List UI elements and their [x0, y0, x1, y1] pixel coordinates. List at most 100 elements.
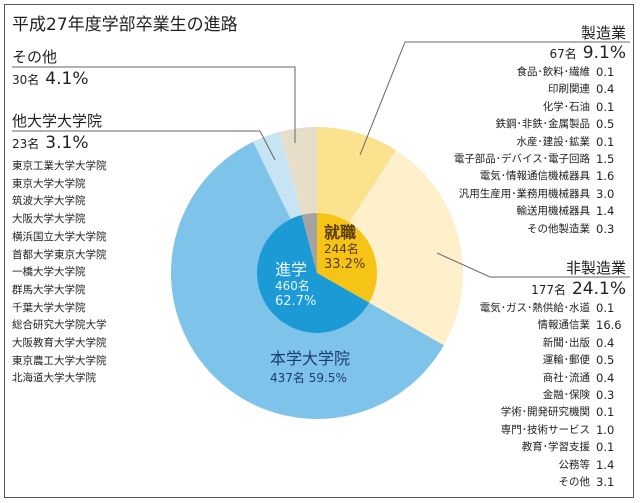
breakdown-label: 汎用生産用･業務用機械器具: [458, 187, 590, 200]
breakdown-row: 教育･学習支援 0.1: [480, 439, 626, 456]
breakdown-value: 0.5: [596, 117, 615, 132]
breakdown-label: 水産･建設･鉱業: [516, 135, 591, 148]
breakdown-label: 学術･開発研究機関: [500, 406, 590, 419]
other-label: その他: [12, 48, 58, 66]
otheruniv-pct: 3.1%: [45, 133, 89, 153]
manufacturing-count: 67名: [549, 47, 577, 61]
breakdown-row: その他製造業 0.3: [454, 221, 626, 238]
leader-line-otheruniv: [12, 130, 276, 161]
breakdown-label: 鉄鋼･非鉄･金属製品: [495, 118, 591, 131]
breakdown-value: 0.4: [596, 370, 615, 385]
otheruniv-school-list: 東京工業大学大学院 東京大学大学院 筑波大学大学院 大阪大学大学院 横浜国立大学大学院首…: [12, 158, 107, 388]
breakdown-label: その他: [558, 476, 591, 489]
school-item: 総合研究大学院大学: [12, 319, 107, 332]
shingaku-pct: 62.7%: [275, 294, 317, 309]
breakdown-label: その他製造業: [527, 222, 590, 235]
breakdown-row: その他 3.1: [480, 474, 626, 491]
breakdown-value: 1.4: [596, 457, 615, 472]
manufacturing-breakdown: 食品･飲料･繊維 0.1 印刷関連 0.4 化学･石油 0.1 鉄鋼･非鉄･金属製品 0.5 水…: [454, 64, 626, 238]
school-item: 北海道大学大学院: [12, 372, 96, 385]
breakdown-label: 商社･流通: [542, 371, 590, 384]
breakdown-row: 電子部品･デバイス･電子回路 1.5: [454, 151, 626, 168]
breakdown-value: 0.5: [596, 353, 615, 368]
breakdown-label: 食品･飲料･繊維: [516, 66, 591, 78]
breakdown-row: 新聞･出版 0.4: [480, 335, 626, 352]
breakdown-value: 0.1: [596, 134, 615, 149]
frame-border: [4, 4, 634, 498]
breakdown-label: 専門･技術サービス: [500, 423, 590, 436]
school-item: 千葉大学大学院: [12, 301, 86, 314]
shushoku-name: 就職: [324, 223, 357, 242]
shushoku-label-group: 就職 244名 33.2%: [324, 223, 366, 273]
leader-line-other: [12, 66, 296, 143]
manufacturing-stats: 67名 9.1%: [550, 43, 626, 63]
other-pct: 4.1%: [45, 69, 89, 89]
shushoku-count: 244名: [324, 242, 359, 256]
nonmanufacturing-label: 非製造業: [565, 259, 626, 277]
shingaku-count: 460名: [275, 279, 310, 293]
outer-ring: [170, 127, 463, 420]
outer-slice-製造業: [317, 127, 397, 223]
breakdown-label: 情報通信業: [537, 319, 591, 332]
breakdown-value: 0.3: [596, 221, 615, 236]
school-item: 東京農工大学大学院: [12, 354, 107, 367]
breakdown-row: 専門･技術サービス 1.0: [480, 422, 626, 439]
inner-slice-進学: [257, 214, 370, 333]
honin-label-group: 本学大学院 437名 59.5%: [270, 345, 350, 386]
breakdown-row: 汎用生産用･業務用機械器具 3.0: [454, 186, 626, 203]
breakdown-value: 0.4: [596, 82, 615, 97]
school-item: 東京工業大学大学院: [12, 160, 107, 172]
breakdown-row: 鉄鋼･非鉄･金属製品 0.5: [454, 116, 626, 133]
nonmanufacturing-breakdown: 電気･ガス･熱供給･水道 0.1 情報通信業 16.6 新聞･出版 0.4 運輸･郵便 0.5…: [480, 300, 626, 491]
breakdown-value: 0.1: [596, 440, 615, 455]
breakdown-label: 公務等: [558, 458, 591, 471]
outer-slice-本学大学院: [170, 141, 444, 420]
nonmanufacturing-stats: 177名 24.1%: [531, 279, 626, 299]
breakdown-row: 食品･飲料･繊維 0.1: [454, 64, 626, 81]
shingaku-label-group: 進学 460名 62.7%: [275, 260, 317, 310]
school-item: 筑波大学大学院: [12, 195, 86, 208]
breakdown-row: 公務等 1.4: [480, 457, 626, 474]
school-item: 一橋大学大学院: [12, 266, 86, 279]
breakdown-value: 0.1: [596, 99, 615, 114]
breakdown-value: 1.6: [596, 169, 615, 184]
school-item: 東京大学大学院: [12, 177, 86, 190]
manufacturing-pct: 9.1%: [582, 43, 626, 63]
breakdown-row: 商社･流通 0.4: [480, 370, 626, 387]
breakdown-label: 金融･保険: [542, 389, 590, 402]
inner-slice-その他: [301, 213, 317, 273]
breakdown-label: 運輸･郵便: [542, 354, 590, 367]
breakdown-row: 化学･石油 0.1: [454, 99, 626, 116]
breakdown-label: 新聞･出版: [542, 336, 590, 349]
other-count: 30名: [12, 73, 40, 87]
breakdown-label: 電子部品･デバイス･電子回路: [453, 153, 590, 166]
breakdown-value: 3.0: [596, 186, 615, 201]
breakdown-row: 印刷関連 0.4: [454, 81, 626, 98]
honin-name: 本学大学院: [270, 349, 351, 368]
outer-slice-非製造業: [349, 150, 463, 346]
inner-slice-就職: [317, 213, 377, 303]
otheruniv-count: 23名: [12, 137, 40, 151]
breakdown-row: 情報通信業 16.6: [480, 317, 626, 334]
breakdown-value: 0.1: [596, 65, 615, 79]
leader-lines: [12, 41, 630, 278]
breakdown-value: 3.1: [596, 475, 615, 490]
outer-slice-その他: [279, 127, 317, 215]
chart-title: 平成27年度学部卒業生の進路: [12, 15, 238, 35]
breakdown-row: 運輸･郵便 0.5: [480, 352, 626, 369]
school-item: 横浜国立大学大学院: [12, 230, 107, 243]
breakdown-row: 水産･建設･鉱業 0.1: [454, 134, 626, 151]
school-item: 群馬大学大学院: [12, 283, 86, 296]
breakdown-row: 金融･保険 0.3: [480, 387, 626, 404]
breakdown-label: 教育･学習支援: [521, 441, 590, 454]
shingaku-name: 進学: [275, 260, 308, 279]
breakdown-value: 0.4: [596, 335, 615, 350]
other-stats: 30名 4.1%: [12, 69, 88, 89]
breakdown-value: 1.4: [596, 204, 615, 219]
leader-line-manufacturing: [359, 41, 630, 156]
shushoku-pct: 33.2%: [324, 257, 366, 272]
breakdown-value: 0.1: [596, 405, 615, 420]
breakdown-row: 輸送用機械器具 1.4: [454, 203, 626, 220]
